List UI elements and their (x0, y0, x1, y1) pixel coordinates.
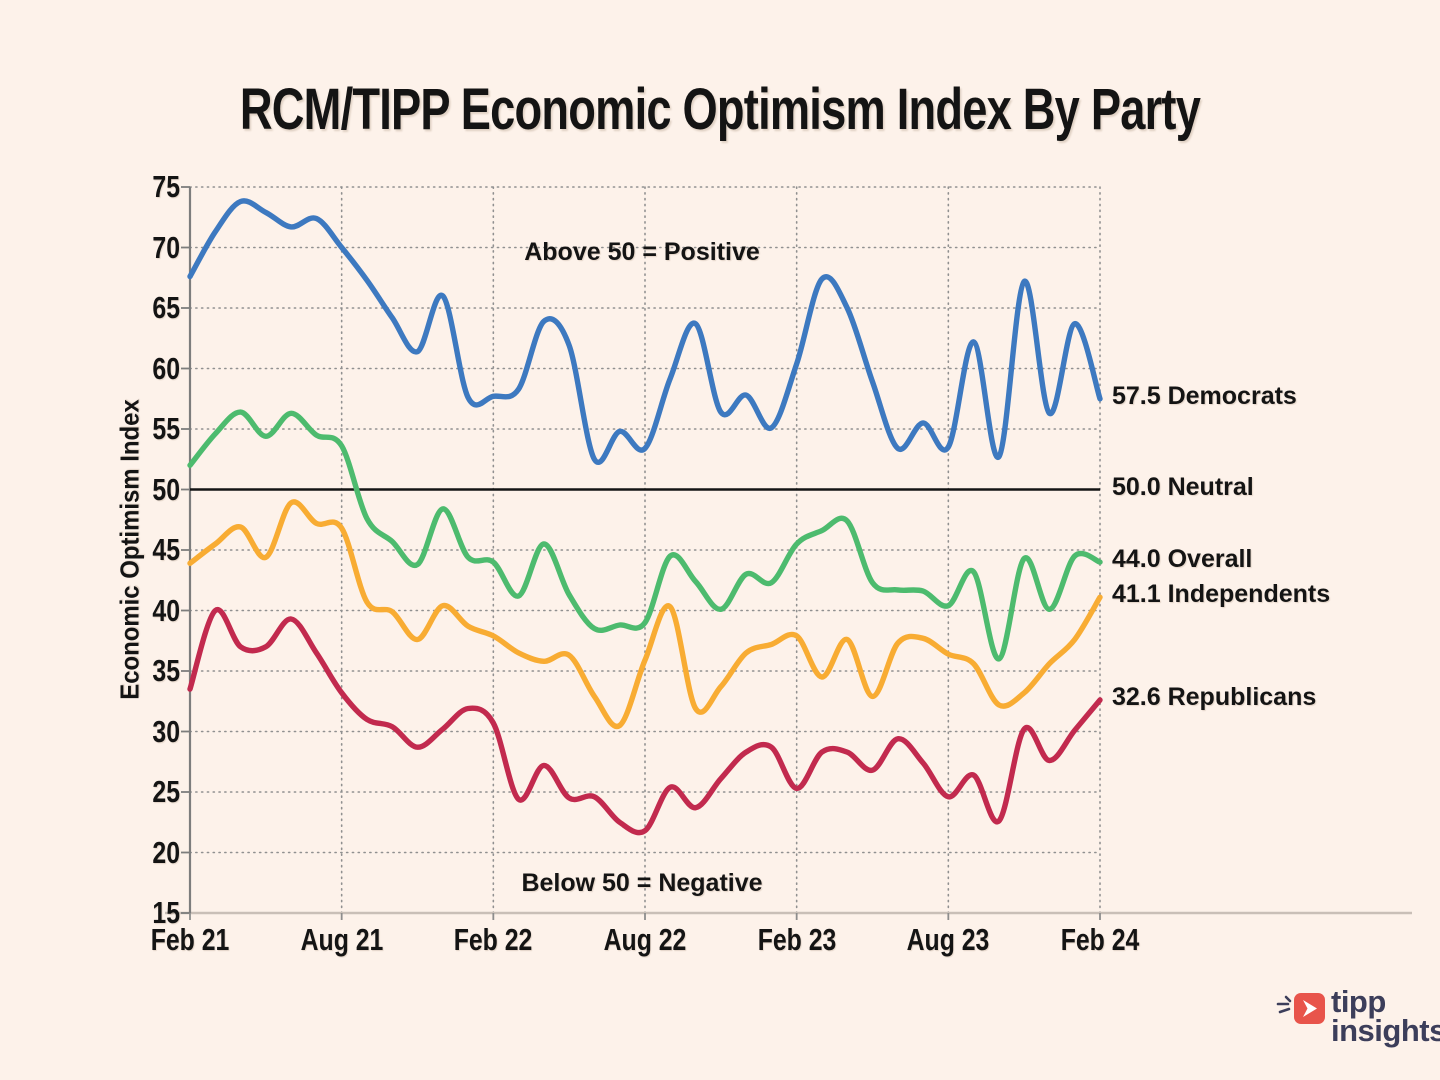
y-tick-label: 65 (152, 290, 180, 325)
series-end-label-democrats: 57.5 Democrats (1112, 381, 1297, 410)
above-50-annotation: Above 50 = Positive (524, 238, 760, 266)
series-end-label-overall: 44.0 Overall (1112, 545, 1253, 574)
x-tick-label: Feb 23 (757, 922, 836, 957)
y-tick-label: 60 (152, 350, 180, 386)
series-end-label-independents: 41.1 Independents (1112, 580, 1331, 609)
y-tick-label: 15 (152, 895, 180, 930)
logo-rays-icon (1276, 995, 1292, 1014)
x-tick-label: Feb 24 (1060, 922, 1140, 957)
x-tick-label: Aug 22 (603, 922, 687, 957)
series-end-label-neutral: 50.0 Neutral (1112, 472, 1254, 501)
y-tick-label: 35 (152, 653, 180, 688)
y-tick-label: 25 (152, 774, 180, 809)
y-tick-label: 50 (152, 471, 180, 507)
logo-line2: insights (1331, 1012, 1440, 1048)
logo-line1: tipp (1331, 984, 1386, 1019)
x-tick-label: Feb 21 (150, 922, 230, 957)
y-tick-label: 55 (152, 411, 180, 446)
y-tick-label: 40 (152, 592, 180, 628)
x-tick-label: Aug 21 (300, 922, 383, 957)
y-tick-label: 30 (152, 713, 180, 749)
y-tick-label: 75 (152, 169, 180, 204)
tipp-insights-logo: tipp insights (1276, 984, 1440, 1048)
series-end-label-republicans: 32.6 Republicans (1112, 683, 1317, 712)
x-tick-label: Aug 23 (906, 922, 990, 957)
y-tick-label: 45 (152, 532, 180, 567)
x-tick-label: Feb 22 (454, 922, 533, 957)
y-tick-label: 70 (152, 229, 180, 265)
logo-arrow-icon (1294, 993, 1325, 1024)
logo-text: tipp insights (1331, 984, 1440, 1048)
below-50-annotation: Below 50 = Negative (521, 869, 763, 897)
page-title: RCM/TIPP Economic Optimism Index By Part… (239, 77, 1201, 142)
y-tick-label: 20 (152, 834, 180, 870)
